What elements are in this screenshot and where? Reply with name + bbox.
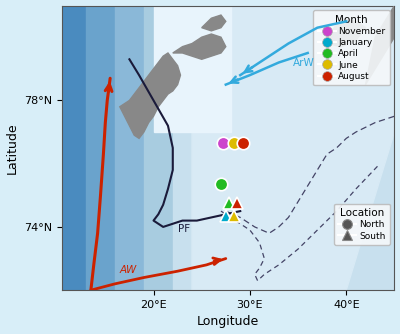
Polygon shape xyxy=(366,6,394,85)
Polygon shape xyxy=(327,18,366,47)
Polygon shape xyxy=(144,6,173,290)
Polygon shape xyxy=(86,6,115,290)
Polygon shape xyxy=(120,53,180,138)
Y-axis label: Latitude: Latitude xyxy=(6,122,18,174)
Polygon shape xyxy=(62,6,86,290)
Polygon shape xyxy=(154,6,231,132)
Text: ArW: ArW xyxy=(293,58,315,68)
Polygon shape xyxy=(173,34,226,59)
Polygon shape xyxy=(192,6,394,290)
Text: PF: PF xyxy=(178,224,190,234)
Polygon shape xyxy=(173,6,394,290)
X-axis label: Longitude: Longitude xyxy=(197,315,259,328)
Polygon shape xyxy=(115,6,144,290)
Polygon shape xyxy=(202,15,226,31)
Text: AW: AW xyxy=(120,265,137,275)
Legend: North, South: North, South xyxy=(334,204,390,245)
